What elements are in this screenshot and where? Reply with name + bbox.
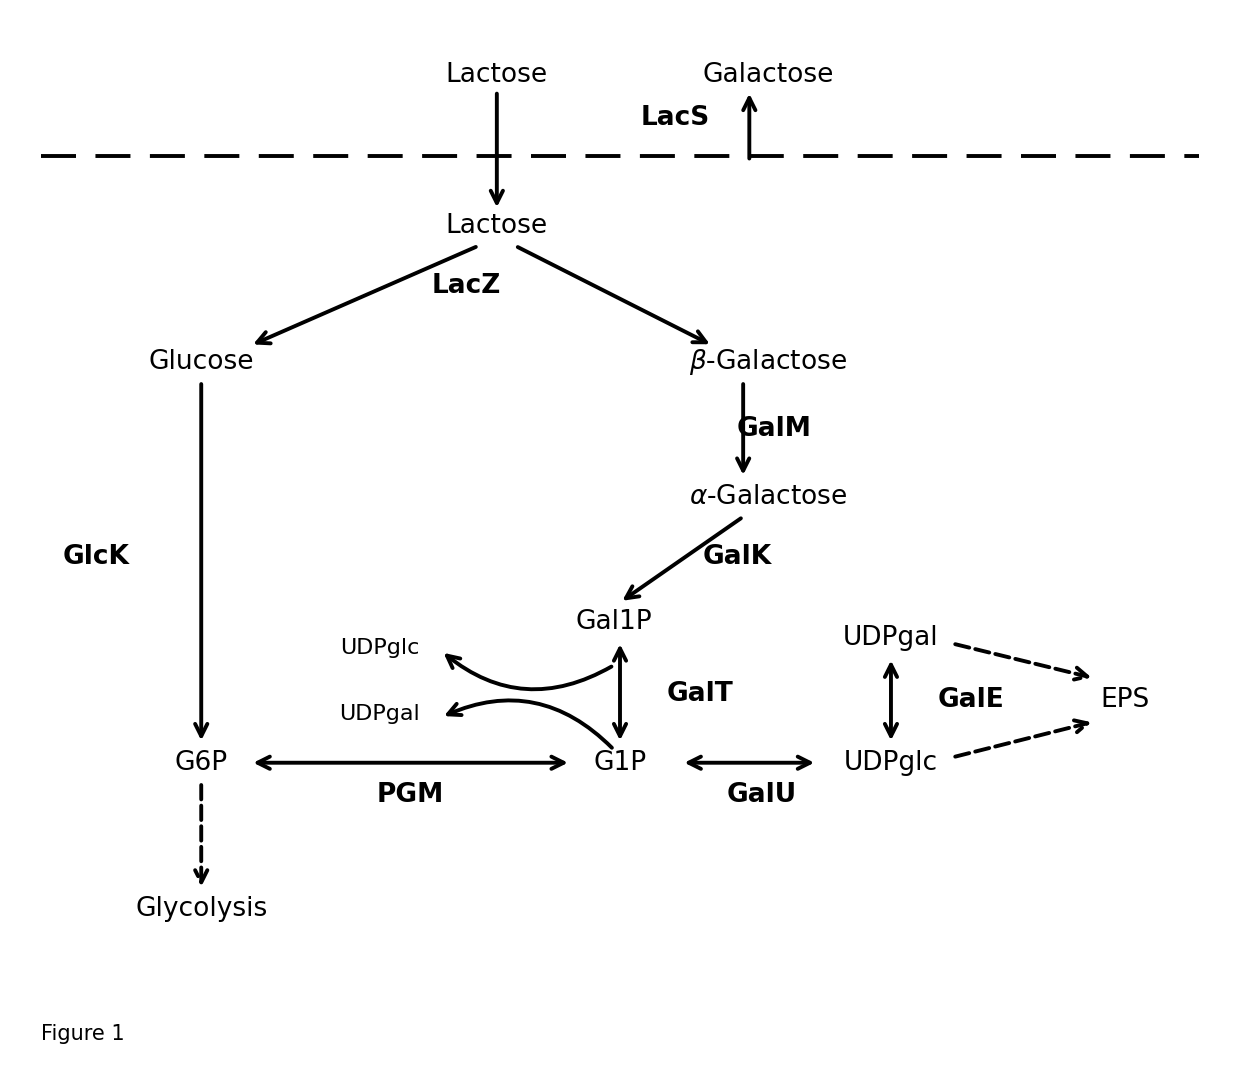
Text: Galactose: Galactose [702, 61, 833, 87]
Text: Lactose: Lactose [445, 213, 548, 239]
Text: G1P: G1P [594, 750, 646, 775]
Text: Glycolysis: Glycolysis [135, 897, 268, 922]
Text: GalT: GalT [667, 681, 733, 708]
Text: GlcK: GlcK [63, 544, 130, 570]
Text: $\beta$-Galactose: $\beta$-Galactose [688, 347, 847, 377]
Text: Lactose: Lactose [445, 61, 548, 87]
Text: GalE: GalE [937, 687, 1004, 713]
Text: G6P: G6P [175, 750, 228, 775]
Text: EPS: EPS [1100, 687, 1149, 713]
Text: GalM: GalM [737, 416, 811, 442]
Text: LacZ: LacZ [432, 273, 501, 299]
Text: UDPglc: UDPglc [340, 638, 419, 657]
Text: Gal1P: Gal1P [575, 609, 652, 634]
Text: Figure 1: Figure 1 [41, 1023, 125, 1044]
Text: PGM: PGM [377, 782, 444, 808]
Text: GalU: GalU [727, 782, 797, 808]
Text: UDPglc: UDPglc [844, 750, 937, 775]
Text: $\alpha$-Galactose: $\alpha$-Galactose [688, 484, 847, 510]
Text: LacS: LacS [641, 105, 711, 131]
Text: Glucose: Glucose [149, 348, 254, 375]
Text: GalK: GalK [702, 544, 771, 570]
Text: UDPgal: UDPgal [843, 625, 939, 651]
Text: UDPgal: UDPgal [340, 704, 420, 724]
